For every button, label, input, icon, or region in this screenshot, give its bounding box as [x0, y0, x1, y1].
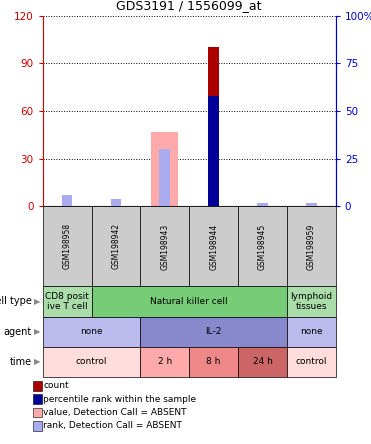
Bar: [306, 202, 317, 206]
Text: IL-2: IL-2: [206, 327, 222, 336]
Text: 24 h: 24 h: [253, 357, 272, 366]
Title: GDS3191 / 1556099_at: GDS3191 / 1556099_at: [116, 0, 262, 12]
Text: percentile rank within the sample: percentile rank within the sample: [43, 395, 197, 404]
Bar: [257, 202, 268, 206]
Bar: [111, 199, 121, 206]
Text: count: count: [43, 381, 69, 390]
Text: control: control: [76, 357, 107, 366]
Text: value, Detection Call = ABSENT: value, Detection Call = ABSENT: [43, 408, 187, 417]
Text: GSM198959: GSM198959: [307, 223, 316, 270]
Text: lymphoid
tissues: lymphoid tissues: [290, 292, 332, 311]
Text: GSM198942: GSM198942: [111, 223, 121, 270]
Text: agent: agent: [3, 327, 32, 337]
Text: none: none: [300, 327, 323, 336]
Text: CD8 posit
ive T cell: CD8 posit ive T cell: [45, 292, 89, 311]
Text: GSM198943: GSM198943: [160, 223, 169, 270]
Text: 8 h: 8 h: [206, 357, 221, 366]
Text: GSM198944: GSM198944: [209, 223, 218, 270]
Text: ▶: ▶: [34, 297, 41, 306]
Bar: [111, 203, 121, 206]
Text: none: none: [80, 327, 103, 336]
Text: ▶: ▶: [34, 327, 41, 336]
Text: time: time: [9, 357, 32, 367]
Bar: [208, 96, 219, 206]
Text: Natural killer cell: Natural killer cell: [150, 297, 228, 306]
Text: cell type: cell type: [0, 297, 32, 306]
Bar: [151, 132, 178, 206]
Text: control: control: [296, 357, 327, 366]
Bar: [62, 202, 72, 206]
Text: GSM198945: GSM198945: [258, 223, 267, 270]
Bar: [160, 149, 170, 206]
Text: rank, Detection Call = ABSENT: rank, Detection Call = ABSENT: [43, 421, 182, 430]
Bar: [62, 195, 72, 206]
Bar: [208, 48, 219, 206]
Text: GSM198958: GSM198958: [63, 223, 72, 270]
Text: ▶: ▶: [34, 357, 41, 366]
Text: 2 h: 2 h: [158, 357, 172, 366]
